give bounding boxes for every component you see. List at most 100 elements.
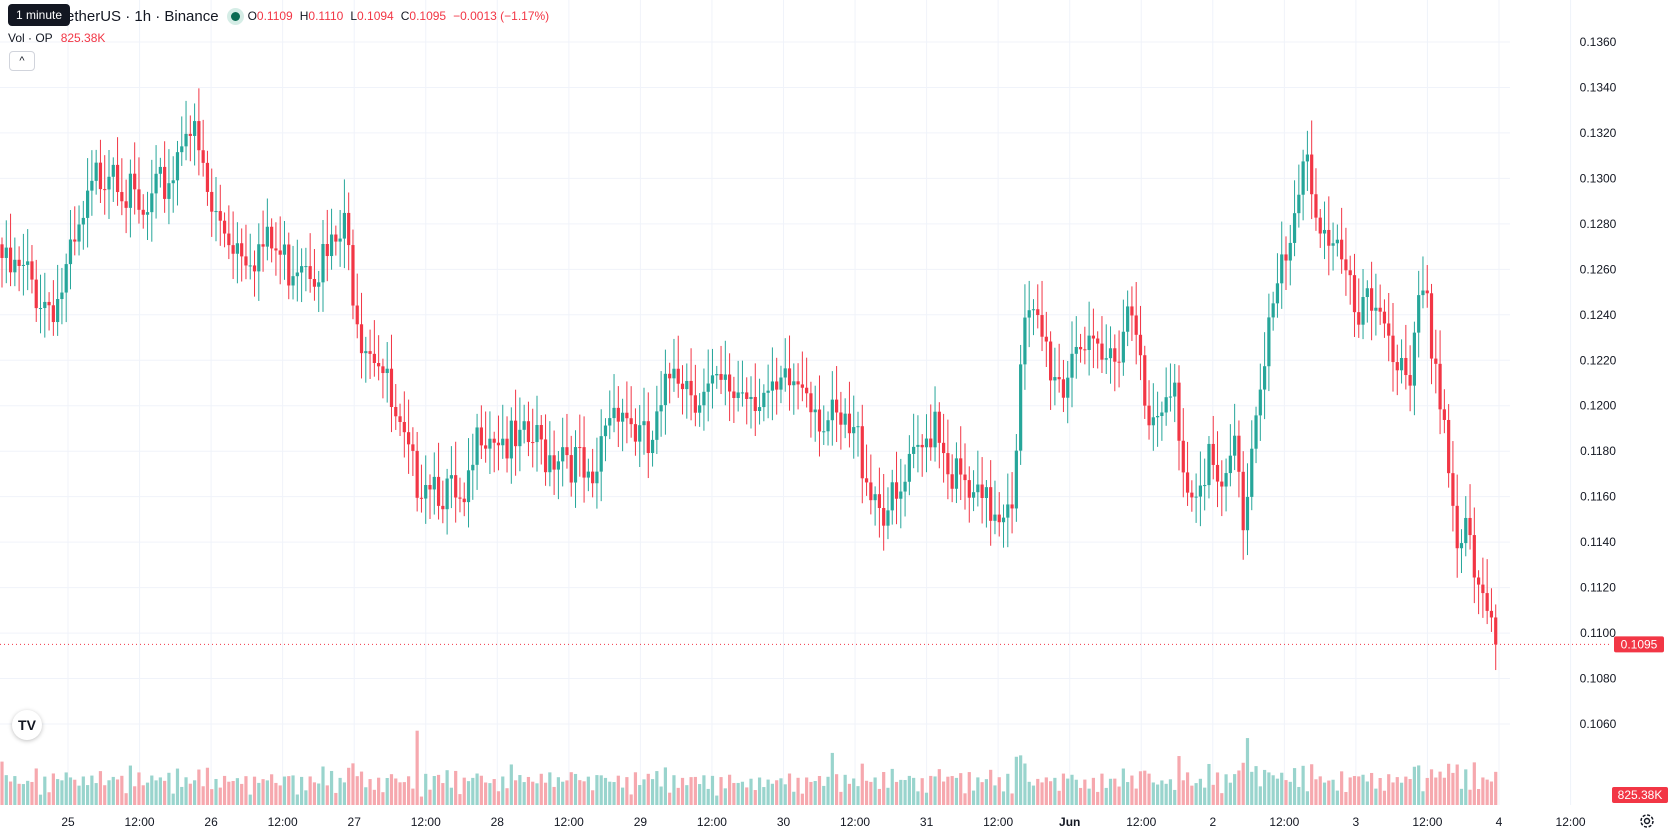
time-tick-label: 2: [1209, 815, 1216, 829]
candle-body: [621, 412, 625, 422]
candle-body: [959, 458, 963, 475]
candle-body: [342, 212, 346, 239]
volume-bar: [668, 792, 672, 805]
volume-bar: [175, 768, 180, 805]
volume-bar: [214, 778, 218, 805]
price-tick-label: 0.1080: [1580, 672, 1617, 686]
candle-body: [1040, 315, 1044, 337]
candle-body: [993, 514, 997, 521]
volume-bar: [1468, 789, 1472, 805]
volume-bar: [1245, 738, 1250, 805]
volume-bar: [133, 786, 137, 805]
volume-bar: [1108, 778, 1113, 805]
time-tick-label: 12:00: [1269, 815, 1299, 829]
candle-body: [1173, 382, 1177, 397]
candle-body: [505, 438, 509, 459]
volume-bar: [531, 781, 535, 805]
candle-body: [650, 439, 655, 454]
candle-body: [1185, 472, 1190, 493]
candle-body: [522, 421, 526, 430]
volume-bar: [766, 779, 770, 805]
tradingview-logo-icon[interactable]: TV: [12, 710, 42, 740]
volume-bar: [1297, 786, 1301, 805]
volume-bar: [1061, 773, 1066, 805]
volume-bar: [1203, 787, 1207, 805]
candle-body: [1331, 243, 1335, 246]
candle-body: [1421, 290, 1425, 296]
price-tick-label: 0.1320: [1580, 126, 1617, 140]
candle-body: [137, 189, 141, 210]
candle-body: [514, 420, 518, 447]
volume-bar: [287, 776, 291, 805]
candle-body: [471, 464, 475, 471]
volume-bar: [475, 773, 479, 805]
price-tick-label: 0.1300: [1580, 171, 1617, 185]
volume-bar: [1168, 779, 1173, 805]
candle-body: [603, 425, 608, 437]
volume-label: Vol · OP: [8, 31, 53, 45]
candle-body: [907, 453, 911, 482]
volume-bar: [47, 792, 51, 805]
volume-bar: [817, 775, 822, 805]
volume-bar: [415, 730, 419, 805]
volume-bar: [924, 792, 929, 805]
time-tick-label: 12:00: [983, 815, 1013, 829]
volume-bar: [1451, 772, 1455, 805]
volume-bar: [462, 777, 466, 805]
volume-bar: [205, 767, 210, 805]
volume-bar: [1494, 771, 1498, 805]
candle-body: [1164, 397, 1168, 413]
candle-body: [265, 226, 269, 247]
volume-bar: [608, 781, 612, 805]
candle-body: [543, 439, 548, 473]
time-tick-label: Jun: [1059, 815, 1080, 829]
time-tick-label: 29: [634, 815, 648, 829]
volume-bar: [115, 779, 120, 805]
high-value: 0.1110: [308, 9, 344, 23]
volume-bar: [877, 788, 881, 805]
volume-bar: [240, 783, 244, 805]
volume-bar: [270, 774, 274, 805]
time-tick-label: 12:00: [125, 815, 155, 829]
candle-body: [1053, 377, 1057, 381]
candle-body: [1241, 471, 1245, 531]
candle-body: [402, 421, 406, 433]
volume-label-tag: 825.38K: [1612, 787, 1668, 803]
candle-body: [351, 245, 355, 306]
volume-bar: [492, 779, 496, 805]
volume-bar: [394, 778, 398, 805]
volume-bar: [351, 763, 355, 805]
volume-bar: [616, 775, 620, 805]
volume-bar: [428, 789, 432, 805]
candle-body: [1305, 154, 1309, 162]
candle-body: [51, 305, 55, 323]
volume-bar: [860, 763, 864, 805]
candle-body: [419, 497, 424, 499]
volume-bar: [805, 777, 809, 805]
volume-bar: [710, 775, 715, 805]
candle-body: [693, 395, 697, 413]
candle-body: [1267, 317, 1271, 367]
settings-icon[interactable]: [1638, 812, 1656, 830]
candle-body: [1404, 357, 1408, 376]
candle-body: [1301, 161, 1305, 195]
volume-bar: [582, 781, 586, 805]
volume-bar: [227, 781, 231, 805]
candle-body: [1194, 496, 1198, 498]
symbol-title[interactable]: etherUS · 1h · Binance: [66, 7, 219, 25]
candle-body: [1023, 317, 1027, 365]
candle-body: [90, 180, 94, 191]
volume-bar: [1074, 779, 1078, 805]
volume-bar: [1288, 781, 1292, 805]
candle-body: [359, 324, 364, 354]
volume-bar: [826, 776, 830, 805]
candle-body: [381, 366, 385, 374]
volume-bar: [1224, 774, 1228, 805]
ohlc-values: O0.1109 H0.1110 L0.1094 C0.1095 −0.0013 …: [248, 9, 550, 23]
candle-body: [124, 201, 128, 208]
volume-bar: [188, 783, 192, 805]
volume-bar: [282, 776, 287, 805]
collapse-legend-button[interactable]: ^: [9, 51, 35, 71]
candle-body: [1104, 358, 1108, 360]
